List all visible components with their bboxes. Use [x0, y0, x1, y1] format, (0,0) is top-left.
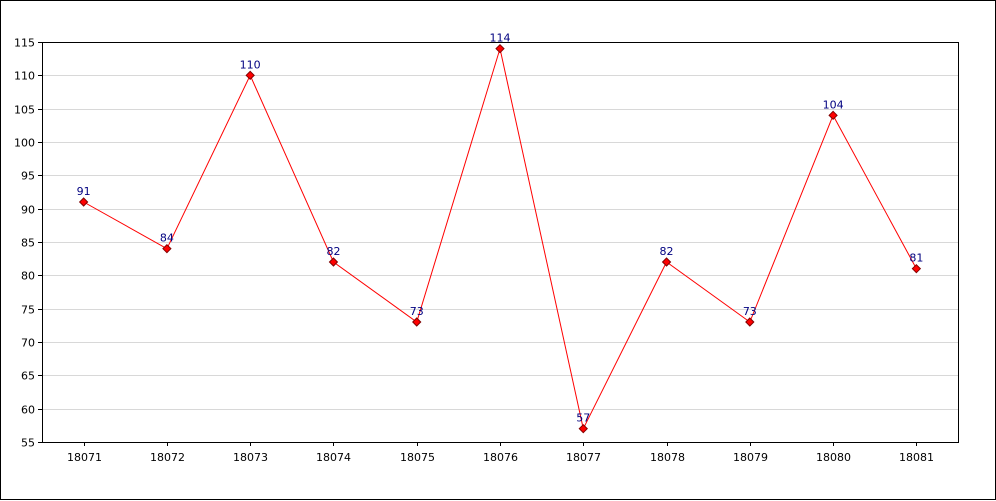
- data-point: [828, 110, 838, 121]
- y-tick-label: 70: [21, 337, 35, 350]
- x-tick-label: 18071: [67, 451, 102, 464]
- y-tick-label: 105: [14, 104, 35, 117]
- data-label: 91: [77, 185, 91, 198]
- data-label: 104: [823, 98, 844, 111]
- data-label: 82: [660, 245, 674, 258]
- data-label: 73: [743, 305, 757, 318]
- y-tick-label: 65: [21, 370, 35, 383]
- x-tick-label: 18072: [150, 451, 185, 464]
- data-point: [328, 257, 339, 267]
- y-tick-label: 60: [21, 404, 35, 417]
- data-label: 73: [410, 305, 424, 318]
- data-point: [412, 317, 422, 327]
- x-tick-label: 18078: [650, 451, 685, 464]
- gridlines: [42, 75, 958, 410]
- data-point: [245, 70, 255, 81]
- data-point: [911, 263, 922, 274]
- data-point: [162, 243, 172, 254]
- y-tick-label: 90: [21, 204, 35, 217]
- x-tick-label: 18079: [733, 451, 768, 464]
- y-tick-label: 85: [21, 237, 35, 250]
- data-label: 57: [576, 412, 590, 425]
- data-label: 110: [240, 58, 261, 71]
- series-line: [83, 46, 917, 431]
- y-tick-label: 115: [14, 37, 35, 50]
- x-tick-label: 18075: [400, 451, 435, 464]
- data-label: 82: [326, 245, 340, 258]
- data-label: 84: [160, 232, 174, 245]
- x-tick-label: 18076: [483, 451, 518, 464]
- y-tick-label: 110: [14, 70, 35, 83]
- data-point: [78, 197, 89, 207]
- y-tick-label: 75: [21, 304, 35, 317]
- x-tick-label: 18081: [899, 451, 934, 464]
- data-point: [745, 317, 755, 327]
- data-labels: 91 84 110 82 73 114 57 82 73 104 81: [77, 32, 924, 425]
- y-tick-label: 95: [21, 170, 35, 183]
- x-tick-label: 18074: [316, 451, 351, 464]
- x-tick-label: 18077: [566, 451, 601, 464]
- data-label: 114: [490, 32, 511, 45]
- y-axis-ticks: 55 60 65 70 75 80 85 90 95 100 105 110 115: [14, 37, 42, 450]
- data-point: [495, 43, 505, 54]
- y-tick-label: 55: [21, 437, 35, 450]
- x-tick-label: 18073: [233, 451, 268, 464]
- data-point: [578, 423, 588, 434]
- data-point: [661, 257, 672, 267]
- x-axis-ticks: 18071 18072 18073 18074 18075 18076 18077 18078…: [67, 442, 934, 464]
- y-tick-label: 80: [21, 270, 35, 283]
- x-tick-label: 18080: [816, 451, 851, 464]
- series-layer: [78, 43, 922, 434]
- data-label: 81: [909, 252, 923, 265]
- y-tick-label: 100: [14, 137, 35, 150]
